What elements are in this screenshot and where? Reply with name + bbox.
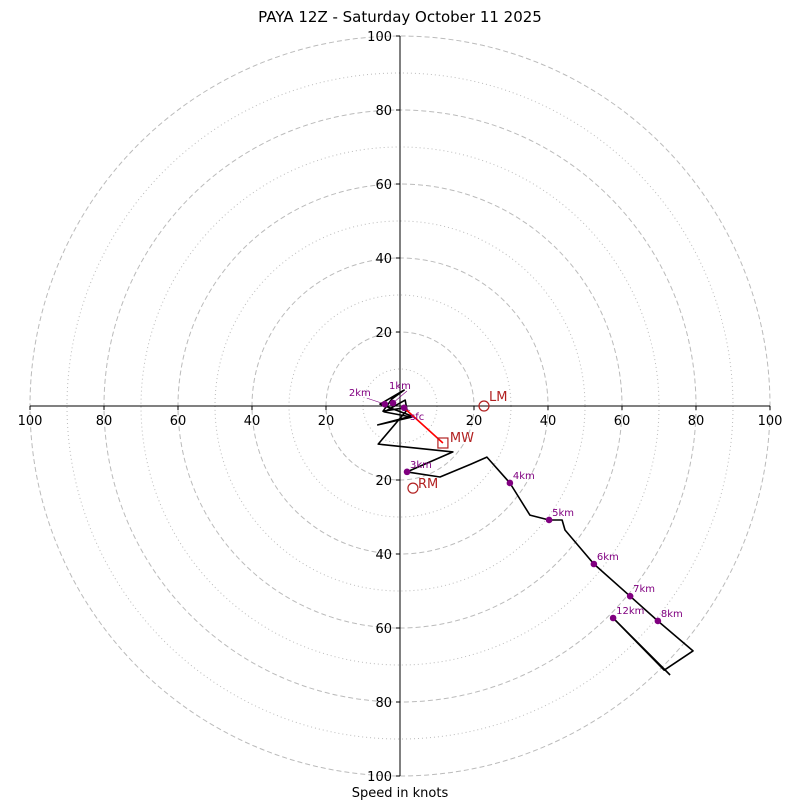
height-point-5km bbox=[545, 516, 553, 524]
x-tick-label: 60 bbox=[614, 414, 631, 429]
height-label-7km: 7km bbox=[633, 584, 655, 595]
chart-title: PAYA 12Z - Saturday October 11 2025 bbox=[258, 8, 542, 26]
y-tick-label: 100 bbox=[367, 770, 392, 785]
storm-motion-marker-rm bbox=[407, 482, 419, 494]
height-point-8km bbox=[654, 617, 662, 625]
x-tick-label: 20 bbox=[318, 414, 335, 429]
hodograph-trace bbox=[376, 389, 694, 676]
x-tick-label: 40 bbox=[540, 414, 557, 429]
y-tick-label: 20 bbox=[375, 474, 392, 489]
y-tick-label: 60 bbox=[375, 622, 392, 637]
height-point-12km bbox=[609, 614, 617, 622]
x-tick-label: 20 bbox=[466, 414, 483, 429]
height-label-1km: 1km bbox=[389, 381, 411, 392]
y-tick-label: 40 bbox=[375, 548, 392, 563]
height-point-7km bbox=[626, 592, 634, 600]
x-tick-label: 40 bbox=[244, 414, 261, 429]
height-label-4km: 4km bbox=[513, 471, 535, 482]
storm-motion-markers: LM RM MW bbox=[403, 390, 507, 494]
y-tick-label: 100 bbox=[367, 30, 392, 45]
height-label-6km: 6km bbox=[597, 552, 619, 563]
x-tick-label: 60 bbox=[170, 414, 187, 429]
height-label-leader-sfc bbox=[403, 407, 411, 412]
height-label-sfc: sfc bbox=[410, 412, 424, 423]
y-tick-label: 40 bbox=[375, 252, 392, 267]
height-label-3km: 3km bbox=[410, 460, 432, 471]
x-axis-label: Speed in knots bbox=[352, 786, 449, 800]
tick-labels: 20 20 20 20 40 40 40 40 60 60 60 60 80 80 80 80 100 100 10… bbox=[18, 30, 783, 785]
storm-motion-label-rm: RM bbox=[418, 477, 438, 492]
height-label-leader-1km bbox=[392, 390, 408, 404]
axes bbox=[30, 36, 770, 776]
mean-wind-vector bbox=[403, 407, 444, 444]
height-label-8km: 8km bbox=[661, 609, 683, 620]
height-points: sfc 1km 2km 3km 4km 5km 6km 7km 8km 12km bbox=[349, 381, 683, 625]
storm-motion-label-lm: LM bbox=[489, 390, 507, 405]
x-tick-label: 80 bbox=[688, 414, 705, 429]
y-tick-label: 80 bbox=[375, 696, 392, 711]
y-tick-label: 80 bbox=[375, 104, 392, 119]
height-point-2km bbox=[381, 400, 389, 408]
x-tick-label: 100 bbox=[18, 414, 43, 429]
y-tick-label: 60 bbox=[375, 178, 392, 193]
height-label-leader-2km bbox=[366, 397, 385, 405]
height-label-5km: 5km bbox=[552, 508, 574, 519]
height-label-2km: 2km bbox=[349, 388, 371, 399]
height-point-6km bbox=[590, 560, 598, 568]
x-tick-label: 80 bbox=[96, 414, 113, 429]
hodograph-line bbox=[376, 389, 694, 676]
height-point-3km bbox=[403, 468, 411, 476]
height-label-12km: 12km bbox=[616, 606, 644, 617]
storm-motion-label-mw: MW bbox=[450, 431, 474, 446]
height-point-4km bbox=[506, 479, 514, 487]
x-tick-label: 100 bbox=[758, 414, 783, 429]
storm-motion-marker-mw bbox=[437, 437, 449, 449]
y-tick-label: 20 bbox=[375, 326, 392, 341]
storm-motion-marker-lm bbox=[478, 400, 490, 412]
